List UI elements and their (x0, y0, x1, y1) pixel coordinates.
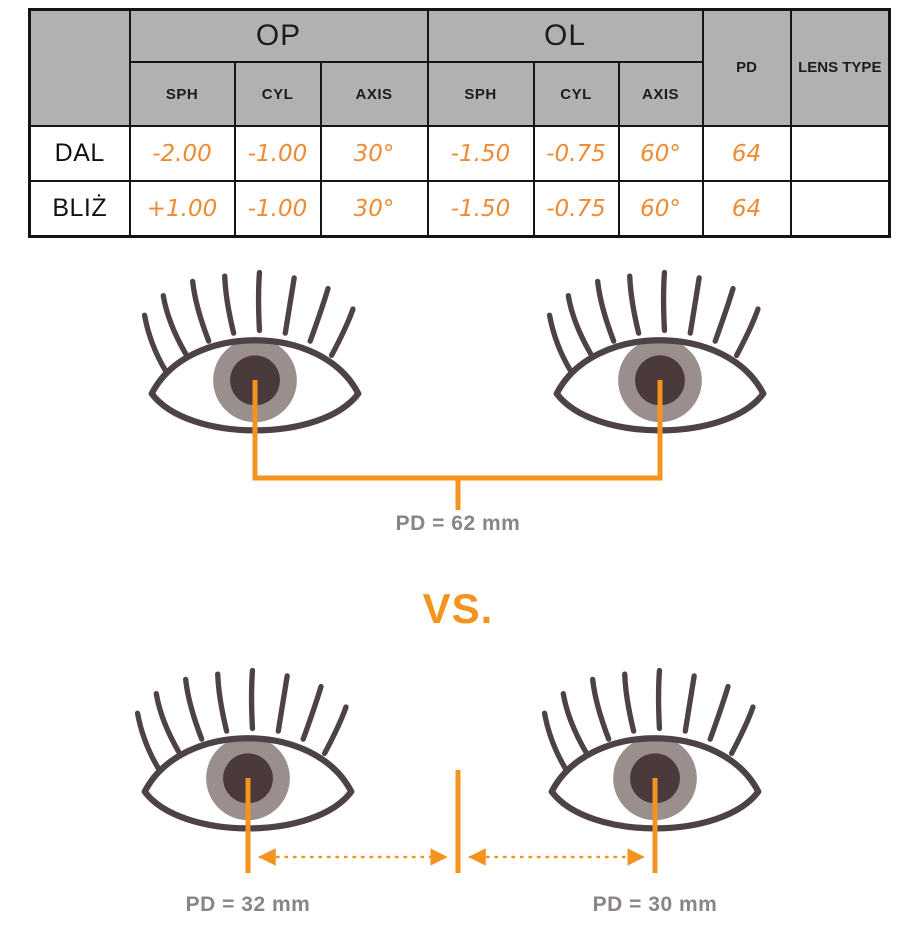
cell-dal-op-axis: 30° (319, 125, 429, 182)
total-pd-value-label: PD = 62 mm (395, 512, 521, 535)
cell-dal-pd: 64 (701, 125, 792, 182)
cell-bliz-ol-cyl: -0.75 (532, 180, 620, 238)
col-header-op-sph: SPH (128, 61, 236, 127)
cell-dal-lens-type (789, 125, 891, 182)
cell-bliz-lens-type (789, 180, 891, 238)
col-header-ol-cyl: CYL (532, 61, 620, 127)
prescription-table: OP OL PD LENS TYPE SPH CYL AXIS SPH CYL … (28, 8, 892, 238)
col-header-lens-type: LENS TYPE (789, 8, 891, 127)
row-label-bliz: BLIŻ (28, 180, 131, 238)
right-eye-illustration (544, 269, 776, 456)
cell-bliz-pd: 64 (701, 180, 792, 238)
col-header-pd: PD (701, 8, 792, 127)
right-eye-illustration (539, 667, 771, 854)
cell-bliz-ol-sph: -1.50 (426, 180, 535, 238)
cell-dal-ol-sph: -1.50 (426, 125, 535, 182)
cell-dal-ol-cyl: -0.75 (532, 125, 620, 182)
col-header-ol-axis: AXIS (617, 61, 704, 127)
table-row-bliz: BLIŻ +1.00 -1.00 30° -1.50 -0.75 60° 64 (28, 180, 891, 238)
left-eye-illustration (139, 269, 371, 456)
cell-bliz-ol-axis: 60° (617, 180, 704, 238)
cell-dal-op-sph: -2.00 (128, 125, 236, 182)
total-pd-measurement-lines (252, 380, 663, 510)
cell-dal-op-cyl: -1.00 (233, 125, 322, 182)
table-corner-cell (28, 8, 131, 127)
total-pd-diagram: PD = 62 mm (0, 260, 916, 550)
right-monocular-pd-value-label: PD = 30 mm (592, 893, 718, 916)
vs-label: VS. (422, 585, 494, 632)
col-header-ol-sph: SPH (426, 61, 535, 127)
table-row-dal: DAL -2.00 -1.00 30° -1.50 -0.75 60° 64 (28, 125, 891, 182)
cell-bliz-op-sph: +1.00 (128, 180, 236, 238)
left-eye-illustration (132, 667, 364, 854)
cell-bliz-op-axis: 30° (319, 180, 429, 238)
cell-dal-ol-axis: 60° (617, 125, 704, 182)
col-group-ol: OL (426, 8, 704, 63)
col-group-op: OP (128, 8, 429, 63)
col-header-op-axis: AXIS (319, 61, 429, 127)
cell-bliz-op-cyl: -1.00 (233, 180, 322, 238)
col-header-op-cyl: CYL (233, 61, 322, 127)
left-monocular-pd-value-label: PD = 32 mm (185, 893, 311, 916)
monocular-pd-diagram: PD = 32 mm PD = 30 mm (0, 655, 916, 927)
row-label-dal: DAL (28, 125, 131, 182)
